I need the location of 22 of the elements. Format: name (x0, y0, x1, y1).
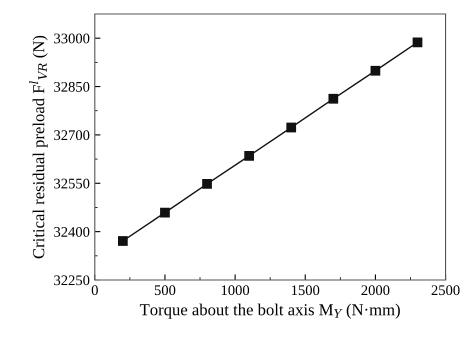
x-tick-label: 2500 (432, 285, 460, 296)
point (118, 236, 128, 246)
y-tick-label: 32550 (54, 178, 90, 188)
point (160, 208, 170, 218)
point (244, 151, 254, 161)
y-tick-label: 32700 (54, 130, 90, 140)
x-tick-label: 0 (92, 285, 98, 296)
point (370, 66, 380, 76)
y-axis-title: Critical residual preload F$^{l}$$_{VR}$ (N) (29, 36, 48, 258)
point (286, 122, 296, 132)
x-tick-label: 1500 (292, 285, 320, 296)
point (202, 179, 212, 189)
x-tick-label: 1000 (222, 285, 250, 296)
point (412, 38, 422, 48)
y-tick-label: 33000 (54, 34, 90, 44)
y-tick-label: 32400 (54, 227, 90, 237)
y-tick-label: 32850 (54, 82, 90, 92)
point (328, 94, 338, 104)
y-tick-label: 32250 (54, 275, 90, 286)
x-tick-label: 2000 (361, 285, 390, 296)
x-axis-title: Torque about the bolt axis M$_{Y}$ (N·mm) (140, 304, 400, 319)
x-tick-label: 500 (154, 285, 176, 296)
